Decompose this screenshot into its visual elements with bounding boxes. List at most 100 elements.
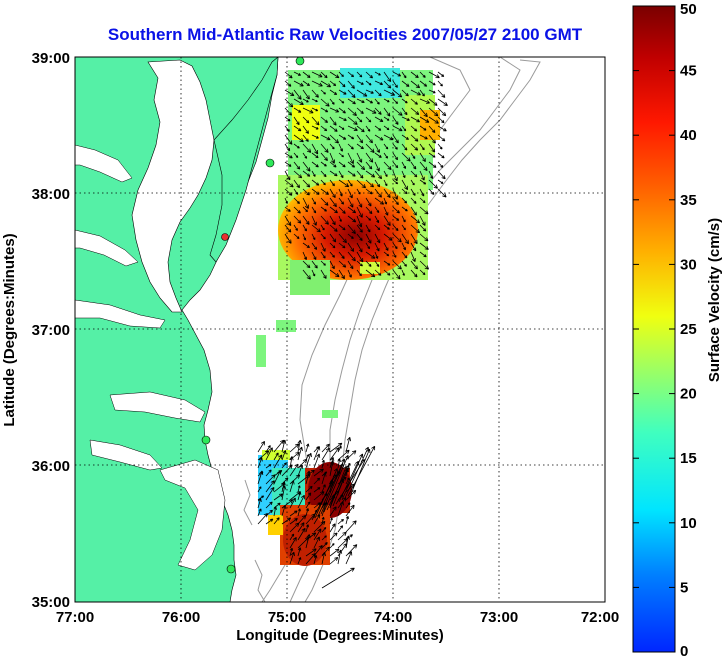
velocity-arrow (392, 269, 401, 280)
velocity-arrow (437, 152, 445, 159)
velocity-arrow (437, 71, 445, 77)
velocity-arrow (311, 224, 321, 233)
velocity-arrow (419, 260, 429, 270)
velocity-arrow (383, 206, 389, 216)
station-marker (221, 233, 229, 241)
velocity-arrow (281, 462, 287, 469)
velocity-arrow (320, 269, 327, 279)
velocity-arrow (321, 567, 355, 589)
map-grid (75, 57, 605, 602)
velocity-arrow (392, 143, 398, 150)
velocity-arrow (302, 242, 310, 249)
velocity-arrow (356, 224, 363, 233)
velocity-arrow (289, 533, 295, 541)
velocity-arrow (365, 71, 373, 79)
velocity-arrow (401, 143, 408, 151)
velocity-arrow (356, 233, 363, 242)
velocity-arrow (305, 470, 311, 485)
velocity-arrow (293, 224, 298, 231)
velocity-arrow (329, 143, 335, 150)
velocity-arrow (410, 125, 418, 132)
velocity-arrow (365, 134, 373, 144)
velocity-arrow (383, 242, 389, 251)
velocity-arrow (311, 197, 316, 205)
x-tick-label: 76:00 (162, 609, 200, 626)
velocity-arrow (392, 260, 402, 270)
velocity-arrow (337, 525, 344, 533)
velocity-arrow (374, 197, 385, 205)
velocity-arrow (419, 206, 429, 215)
velocity-arrow (311, 206, 317, 214)
velocity-arrow (356, 215, 363, 228)
velocity-arrow (284, 170, 291, 181)
velocity-arrow (401, 98, 408, 104)
coastal-river (89, 439, 163, 471)
velocity-arrow (337, 449, 350, 461)
velocity-arrow (341, 453, 364, 501)
velocity-arrow (321, 443, 330, 453)
velocity-arrow (401, 224, 406, 231)
velocity-arrow (383, 116, 390, 121)
velocity-arrow (311, 242, 318, 250)
y-axis: 39:00 38:00 37:00 36:00 35:00 Latitude (… (1, 50, 70, 611)
colorbar-tick-label: 30 (680, 256, 697, 273)
velocity-arrow (317, 458, 346, 517)
velocity-arrow (273, 517, 280, 525)
velocity-arrow (284, 80, 292, 87)
velocity-arrow (347, 98, 356, 105)
velocity-arrow (329, 251, 335, 258)
velocity-arrow (419, 197, 426, 204)
velocity-arrow (347, 445, 376, 497)
velocity-arrow (401, 260, 407, 267)
velocity-arrow (383, 269, 391, 276)
velocity-arrow (410, 260, 418, 270)
velocity-arrow (321, 516, 325, 525)
velocity-arrow (293, 197, 300, 204)
velocity-arrow (401, 206, 408, 212)
velocity-arrow (410, 188, 416, 196)
velocity-arrow (329, 71, 340, 79)
velocity-arrow (437, 80, 443, 87)
velocity-arrow (356, 260, 363, 267)
velocity-arrow (392, 215, 400, 221)
velocity-arrow (297, 547, 302, 557)
velocity-arrow (347, 80, 355, 89)
velocity-arrow (338, 233, 347, 244)
velocity-arrow (410, 98, 418, 105)
velocity-arrow (338, 224, 346, 231)
velocity-arrow (383, 80, 392, 89)
velocity-arrow (365, 242, 370, 250)
velocity-arrow (401, 188, 408, 195)
velocity-arrow (338, 134, 347, 140)
velocity-arrow (305, 534, 311, 549)
velocity-arrow (365, 206, 373, 215)
velocity-arrow (302, 89, 310, 100)
velocity-arrow (302, 215, 310, 225)
velocity-arrow (293, 89, 302, 100)
velocity-arrow (311, 179, 320, 186)
velocity-arrow (392, 125, 403, 132)
velocity-arrow (297, 527, 306, 541)
velocity-arrow (305, 524, 310, 533)
velocity-arrow (410, 197, 417, 204)
velocity-arrow (345, 551, 353, 565)
velocity-arrow (320, 233, 326, 240)
velocity-arrow (383, 260, 391, 266)
velocity-arrow (338, 197, 344, 205)
velocity-arrow (374, 134, 384, 141)
velocity-arrow (311, 269, 316, 277)
velocity-arrow (401, 197, 408, 204)
velocity-arrow (297, 485, 301, 493)
velocity-arrow (329, 447, 340, 461)
velocity-arrow (392, 224, 399, 232)
velocity-arrow (374, 206, 380, 214)
velocity-arrow (329, 152, 336, 164)
velocity-arrow (329, 532, 338, 541)
radar-stations (201, 57, 305, 574)
velocity-arrow (365, 170, 376, 178)
velocity-arrow (356, 116, 363, 123)
velocity-arrow (338, 179, 350, 188)
velocity-arrow (345, 437, 352, 453)
velocity-arrow (410, 80, 421, 89)
